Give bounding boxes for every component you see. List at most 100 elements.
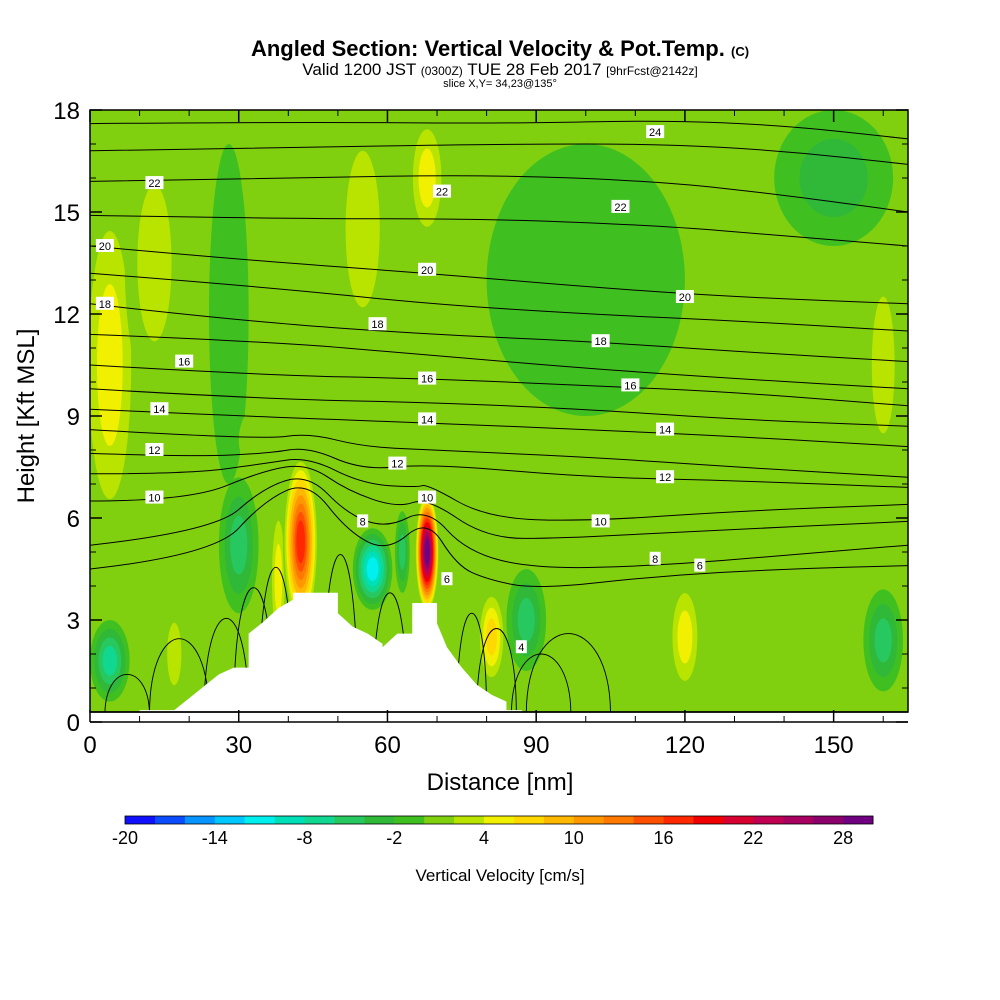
x-tick-label: 0 bbox=[83, 732, 96, 759]
theta-label: 6 bbox=[441, 572, 453, 586]
velocity-cell bbox=[394, 511, 410, 593]
chart-title: Angled Section: Vertical Velocity & Pot.… bbox=[250, 36, 750, 61]
velocity-cell bbox=[90, 620, 130, 702]
x-tick-label: 30 bbox=[225, 732, 252, 759]
velocity-band bbox=[274, 543, 283, 615]
theta-label-text: 10 bbox=[421, 493, 433, 505]
theta-isoline bbox=[90, 333, 908, 390]
theta-label-box bbox=[175, 354, 194, 368]
theta-label-box bbox=[418, 490, 437, 504]
theta-label: 4 bbox=[515, 640, 527, 654]
colorbar-swatch bbox=[813, 816, 844, 824]
velocity-band bbox=[486, 618, 497, 656]
theta-label-text: 8 bbox=[360, 516, 366, 528]
theta-label-text: 18 bbox=[371, 319, 383, 331]
colorbar-swatch bbox=[783, 816, 814, 824]
theta-labels: 24 22 22 22 20 20 20 18 18 18 16 16 16 14 14 14 12 12 12 10… bbox=[95, 125, 706, 654]
velocity-cell bbox=[476, 586, 507, 688]
theta-label-text: 22 bbox=[614, 202, 626, 214]
velocity-cell bbox=[238, 378, 388, 501]
theta-label-text: 22 bbox=[148, 178, 160, 190]
theta-label-text: 4 bbox=[518, 642, 524, 654]
theta-label-text: 8 bbox=[652, 554, 658, 566]
colorbar-label: Vertical Velocity [cm/s] bbox=[415, 866, 584, 885]
colorbar-swatch bbox=[603, 816, 635, 824]
theta-label: 6 bbox=[694, 558, 706, 573]
velocity-cell bbox=[863, 589, 904, 692]
velocity-cell bbox=[124, 127, 185, 399]
y-axis-label: Height [Kft MSL] bbox=[13, 329, 40, 504]
theta-label: 14 bbox=[418, 412, 437, 426]
y-tick-label: 12 bbox=[53, 302, 80, 329]
theta-label: 10 bbox=[145, 490, 164, 505]
colorbar-swatch bbox=[843, 816, 874, 824]
theta-label-box bbox=[656, 422, 675, 436]
theta-label-box bbox=[95, 239, 114, 252]
theta-label: 18 bbox=[368, 317, 387, 331]
theta-label-text: 6 bbox=[444, 574, 450, 586]
theta-label: 14 bbox=[656, 422, 675, 437]
colorbar-tick-label: 4 bbox=[479, 828, 489, 848]
theta-isoline bbox=[90, 388, 908, 427]
velocity-band bbox=[871, 296, 895, 434]
x-tick-label: 120 bbox=[665, 732, 705, 759]
x-axis-label: Distance [nm] bbox=[427, 769, 574, 796]
colorbar: -20 -14 -8 -2 4 10 16 22 28 bbox=[112, 815, 874, 848]
theta-label-text: 24 bbox=[649, 127, 661, 139]
theta-label-box bbox=[145, 490, 164, 504]
theta-label: 18 bbox=[591, 334, 610, 348]
colorbar-tick-label: -20 bbox=[112, 828, 138, 848]
velocity-band bbox=[517, 597, 535, 643]
colorbar-swatch bbox=[334, 816, 365, 824]
velocity-band bbox=[167, 622, 182, 686]
theta-isoline bbox=[90, 364, 908, 407]
velocity-band bbox=[677, 610, 693, 664]
theta-label-text: 16 bbox=[421, 374, 433, 386]
y-tick-label: 0 bbox=[67, 710, 80, 737]
theta-label: 16 bbox=[621, 378, 640, 392]
colorbar-frame bbox=[124, 815, 874, 825]
colorbar-swatch bbox=[513, 816, 545, 824]
velocity-cell bbox=[352, 528, 393, 610]
colorbar-swatch bbox=[154, 816, 186, 824]
theta-label-box bbox=[646, 125, 665, 139]
velocity-cell bbox=[208, 144, 249, 484]
velocity-band bbox=[208, 144, 249, 484]
theta-label-text: 16 bbox=[178, 357, 190, 369]
colorbar-swatch bbox=[394, 816, 425, 824]
plot-area: 24 22 22 22 20 20 20 18 18 18 16 16 16 14 14 14 12 12 12 10… bbox=[90, 110, 908, 712]
theta-isolines bbox=[90, 120, 908, 587]
colorbar-swatch bbox=[753, 816, 784, 824]
theta-label-box bbox=[357, 514, 369, 528]
colorbar-swatch bbox=[125, 816, 156, 824]
theta-label-text: 10 bbox=[595, 516, 607, 528]
velocity-cell bbox=[415, 490, 440, 614]
colorbar-swatch bbox=[543, 816, 575, 824]
colorbar-tick-label: 22 bbox=[743, 828, 763, 848]
theta-label-box bbox=[591, 514, 610, 528]
theta-label-text: 12 bbox=[659, 472, 671, 484]
theta-label-box bbox=[649, 551, 661, 565]
y-tick-label: 3 bbox=[67, 608, 80, 635]
theta-label-box bbox=[150, 402, 169, 416]
theta-label-box bbox=[515, 640, 527, 654]
colorbar-tick-label: 28 bbox=[833, 828, 853, 848]
theta-label: 12 bbox=[145, 443, 164, 457]
colorbar-swatch bbox=[663, 816, 694, 824]
theta-isoline bbox=[90, 459, 908, 521]
theta-isoline bbox=[90, 245, 908, 305]
theta-label-text: 20 bbox=[679, 292, 691, 304]
colorbar-swatch bbox=[244, 816, 276, 824]
colorbar-swatch bbox=[364, 816, 395, 824]
velocity-band bbox=[96, 283, 123, 447]
theta-label-box bbox=[95, 296, 114, 310]
colorbar-tick-label: -14 bbox=[202, 828, 228, 848]
x-tick-label: 60 bbox=[374, 732, 401, 759]
theta-label-box bbox=[388, 456, 407, 470]
colorbar-swatch bbox=[274, 816, 306, 824]
colorbar-swatch bbox=[304, 816, 335, 824]
velocity-field bbox=[90, 110, 904, 709]
theta-label: 16 bbox=[418, 371, 437, 386]
colorbar-swatch bbox=[484, 816, 515, 824]
